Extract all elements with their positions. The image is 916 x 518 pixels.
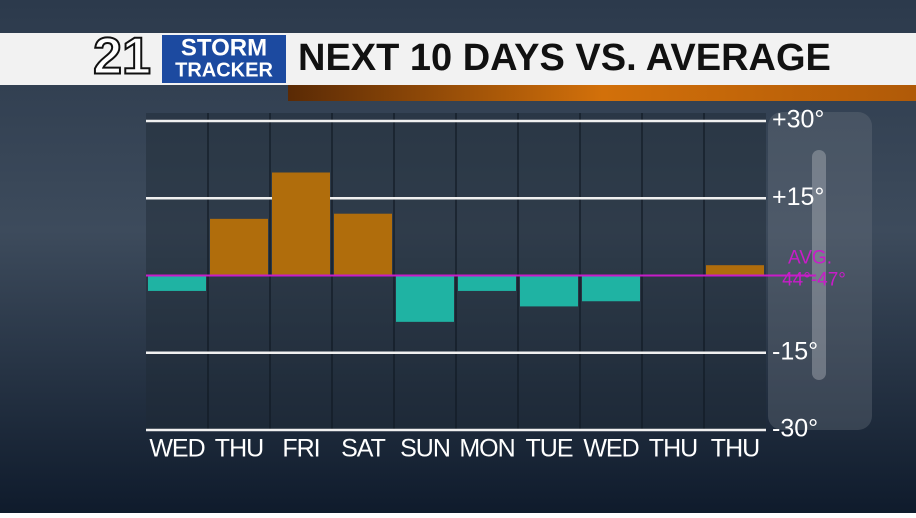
x-tick-label: SAT [341,435,385,463]
y-tick-label: +15° [772,183,824,211]
x-tick-label: THU [711,435,759,463]
x-tick-label: FRI [282,435,319,463]
average-range: 44°-47° [782,270,846,291]
x-tick-label: THU [215,435,263,463]
thermometer [768,112,872,430]
logo-line2: TRACKER [175,59,273,81]
x-tick-label: TUE [526,435,573,463]
bar [396,275,454,322]
logo-number: 21 [93,28,151,86]
bar [210,218,268,276]
bar [148,275,206,291]
bar [582,275,640,302]
bar [334,213,392,276]
average-label: AVG. [788,248,832,269]
header-bar [0,33,916,85]
chart-title: NEXT 10 DAYS VS. AVERAGE [298,37,831,79]
logo-box [162,35,286,83]
y-tick-label: -15° [772,337,818,365]
x-tick-label: WED [149,435,204,463]
logo-line1: STORM [181,34,267,61]
bar [458,275,516,291]
y-tick-label: -30° [772,415,818,443]
y-tick-label: +30° [772,106,824,134]
bar [272,172,330,276]
x-tick-label: MON [459,435,514,463]
x-tick-label: WED [583,435,638,463]
header-stripe [288,85,916,101]
bar [706,265,764,276]
bar [520,275,578,307]
x-tick-label: SUN [400,435,450,463]
thermometer-tube [812,150,826,380]
x-tick-label: THU [649,435,697,463]
